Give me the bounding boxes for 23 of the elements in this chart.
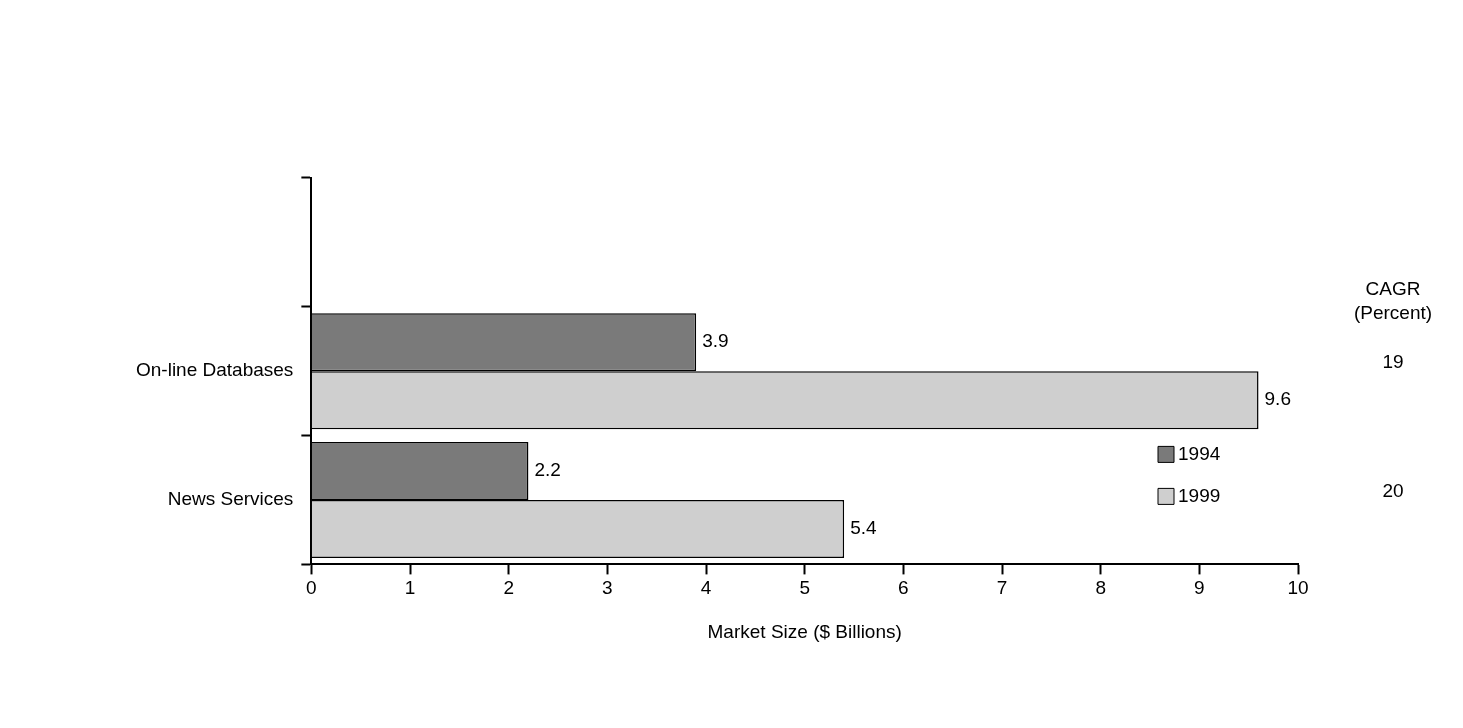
x-tick-label: 10 <box>1287 577 1309 599</box>
y-tick-label: News Services <box>167 488 294 510</box>
text: 19 <box>1382 351 1404 373</box>
x-tick-label: 8 <box>1095 577 1106 599</box>
data-label: 9.6 <box>1264 388 1291 410</box>
x-tick-label: 1 <box>404 577 416 599</box>
data-label: 3.9 <box>702 330 729 352</box>
data-label: 5.4 <box>850 517 877 539</box>
text: 20 <box>1382 480 1404 502</box>
x-tick-label: 3 <box>602 577 613 599</box>
x-tick-label: 4 <box>700 577 712 599</box>
legend-label: 1999 <box>1178 484 1221 506</box>
x-tick-label: 0 <box>306 577 317 599</box>
legend-label: 1994 <box>1178 442 1221 464</box>
x-tick-label: 9 <box>1194 577 1205 599</box>
x-tick-label: 5 <box>799 577 810 599</box>
data-label: 2.2 <box>534 459 561 481</box>
x-tick-label: 2 <box>503 577 514 599</box>
y-tick-label: On-line Databases <box>135 359 294 381</box>
x-axis-title: Market Size ($ Billions) <box>707 620 902 642</box>
text: CAGR (Percent) <box>1353 278 1433 324</box>
x-tick-label: 6 <box>898 577 909 599</box>
x-tick-label: 7 <box>996 577 1008 599</box>
